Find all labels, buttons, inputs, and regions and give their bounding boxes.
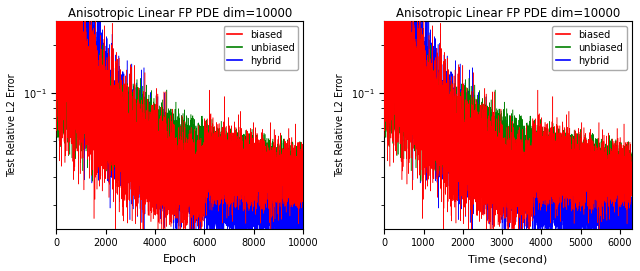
Title: Anisotropic Linear FP PDE dim=10000: Anisotropic Linear FP PDE dim=10000	[68, 7, 292, 20]
Y-axis label: Test Relative L2 Error: Test Relative L2 Error	[7, 73, 17, 177]
X-axis label: Time (second): Time (second)	[468, 254, 548, 264]
Title: Anisotropic Linear FP PDE dim=10000: Anisotropic Linear FP PDE dim=10000	[396, 7, 620, 20]
Legend: biased, unbiased, hybrid: biased, unbiased, hybrid	[552, 26, 627, 70]
X-axis label: Epoch: Epoch	[163, 254, 196, 264]
Y-axis label: Test Relative L2 Error: Test Relative L2 Error	[335, 73, 345, 177]
Legend: biased, unbiased, hybrid: biased, unbiased, hybrid	[223, 26, 298, 70]
